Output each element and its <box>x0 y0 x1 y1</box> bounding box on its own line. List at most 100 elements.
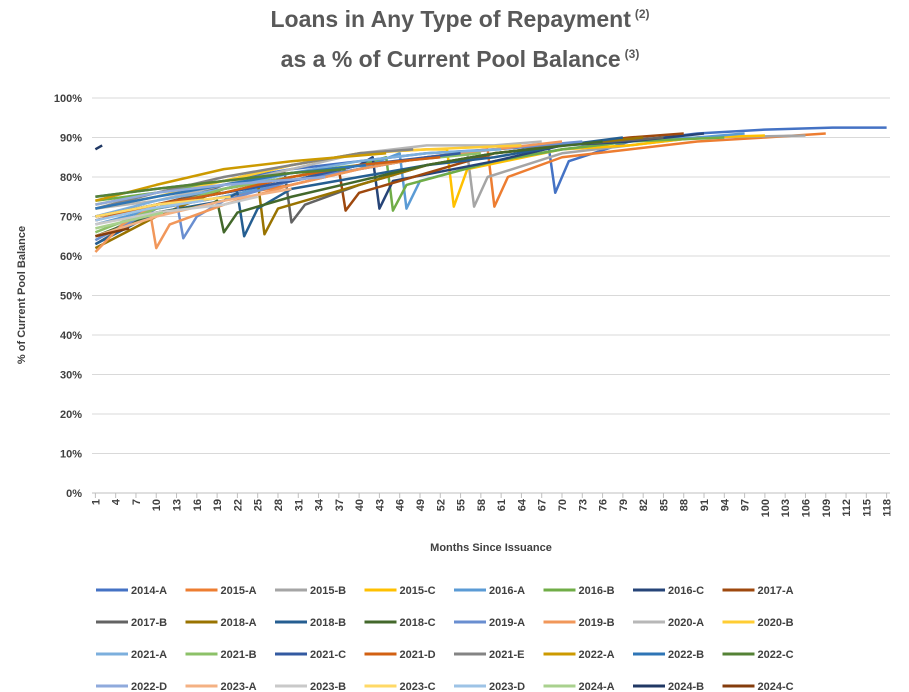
x-tick-label: 94 <box>719 498 731 511</box>
y-axis-label: % of Current Pool Balance <box>16 226 28 364</box>
legend-label: 2019-B <box>579 617 615 629</box>
legend-label: 2014-A <box>131 585 167 597</box>
x-tick-label: 109 <box>821 499 833 517</box>
x-tick-label: 103 <box>780 499 792 517</box>
legend-label: 2022-B <box>668 649 704 661</box>
title-note: (3) <box>625 47 640 61</box>
legend-label: 2017-B <box>131 617 167 629</box>
y-tick-label: 20% <box>60 409 82 421</box>
x-axis-label: Months Since Issuance <box>430 542 552 554</box>
x-tick-label: 58 <box>476 499 488 511</box>
legend-label: 2017-A <box>758 585 794 597</box>
y-tick-label: 70% <box>60 212 82 224</box>
y-tick-label: 10% <box>60 449 82 461</box>
legend-label: 2018-B <box>310 617 346 629</box>
chart-title: Loans in Any Type of Repayment (2) <box>270 6 649 32</box>
legend-label: 2022-C <box>758 649 794 661</box>
x-tick-label: 112 <box>841 499 853 517</box>
legend-label: 2022-A <box>579 649 615 661</box>
x-tick-label: 64 <box>516 498 528 511</box>
x-tick-label: 25 <box>253 499 265 511</box>
title-line: Loans in Any Type of Repayment <box>270 6 631 32</box>
x-tick-label: 16 <box>192 499 204 511</box>
series-line <box>95 167 346 198</box>
x-tick-label: 7 <box>131 499 143 505</box>
x-tick-label: 19 <box>212 499 224 511</box>
legend-label: 2022-D <box>131 681 167 692</box>
y-tick-label: 60% <box>60 251 82 263</box>
series-line <box>95 195 231 218</box>
x-tick-label: 82 <box>638 499 650 511</box>
y-tick-label: 80% <box>60 172 82 184</box>
legend-label: 2018-A <box>221 617 257 629</box>
series-line <box>95 199 204 222</box>
x-tick-label: 4 <box>111 498 123 505</box>
x-tick-label: 118 <box>882 499 894 517</box>
legend-label: 2024-A <box>579 681 615 692</box>
x-tick-label: 70 <box>557 499 569 511</box>
title-note: (2) <box>635 7 650 21</box>
series-line <box>95 152 387 202</box>
legend-label: 2021-B <box>221 649 257 661</box>
x-tick-label: 76 <box>598 499 610 511</box>
legend-label: 2018-C <box>400 617 436 629</box>
series-line <box>94 144 103 151</box>
legend-label: 2023-C <box>400 681 436 692</box>
x-tick-label: 115 <box>861 499 873 517</box>
x-tick-label: 52 <box>435 499 447 511</box>
x-tick-label: 1 <box>90 499 102 505</box>
legend-label: 2023-B <box>310 681 346 692</box>
x-tick-label: 73 <box>577 499 589 511</box>
x-tick-label: 88 <box>679 499 691 511</box>
x-tick-label: 40 <box>354 499 366 511</box>
series-line <box>95 211 164 230</box>
x-tick-label: 28 <box>273 499 285 511</box>
x-tick-label: 22 <box>232 499 244 511</box>
series-line <box>95 227 130 238</box>
x-tick-label: 85 <box>658 499 670 511</box>
x-tick-label: 55 <box>456 499 468 511</box>
legend-label: 2023-A <box>221 681 257 692</box>
y-tick-label: 90% <box>60 133 82 145</box>
legend-label: 2016-A <box>489 585 525 597</box>
legend-label: 2020-A <box>668 617 704 629</box>
legend-label: 2024-B <box>668 681 704 692</box>
legend-label: 2021-E <box>489 649 524 661</box>
x-tick-label: 46 <box>395 499 407 511</box>
legend-label: 2016-C <box>668 585 704 597</box>
x-tick-label: 100 <box>760 499 772 517</box>
x-tick-label: 13 <box>172 499 184 511</box>
legend-label: 2015-C <box>400 585 436 597</box>
chart-title: as a % of Current Pool Balance (3) <box>281 46 640 72</box>
legend-label: 2021-D <box>400 649 436 661</box>
x-tick-label: 43 <box>374 499 386 511</box>
legend-label: 2015-A <box>221 585 257 597</box>
legend-label: 2015-B <box>310 585 346 597</box>
x-tick-label: 61 <box>496 499 508 511</box>
x-tick-label: 37 <box>334 499 346 511</box>
legend-label: 2021-A <box>131 649 167 661</box>
x-tick-label: 34 <box>314 498 326 511</box>
y-tick-label: 40% <box>60 330 82 342</box>
legend-label: 2021-C <box>310 649 346 661</box>
y-tick-label: 50% <box>60 291 82 303</box>
x-tick-label: 91 <box>699 499 711 511</box>
legend-label: 2019-A <box>489 617 525 629</box>
legend-label: 2024-C <box>758 681 794 692</box>
series-line <box>95 175 326 206</box>
x-tick-label: 97 <box>740 499 752 511</box>
x-tick-label: 31 <box>293 499 305 511</box>
title-line: as a % of Current Pool Balance <box>281 46 621 72</box>
x-tick-label: 79 <box>618 499 630 511</box>
series-line <box>95 195 258 226</box>
x-tick-label: 49 <box>415 499 427 511</box>
x-tick-label: 106 <box>800 499 812 517</box>
legend-label: 2020-B <box>758 617 794 629</box>
y-tick-label: 0% <box>66 488 82 500</box>
legend-label: 2016-B <box>579 585 615 597</box>
legend-label: 2023-D <box>489 681 525 692</box>
y-tick-label: 100% <box>54 93 82 105</box>
y-tick-label: 30% <box>60 370 82 382</box>
x-tick-label: 10 <box>151 499 163 511</box>
